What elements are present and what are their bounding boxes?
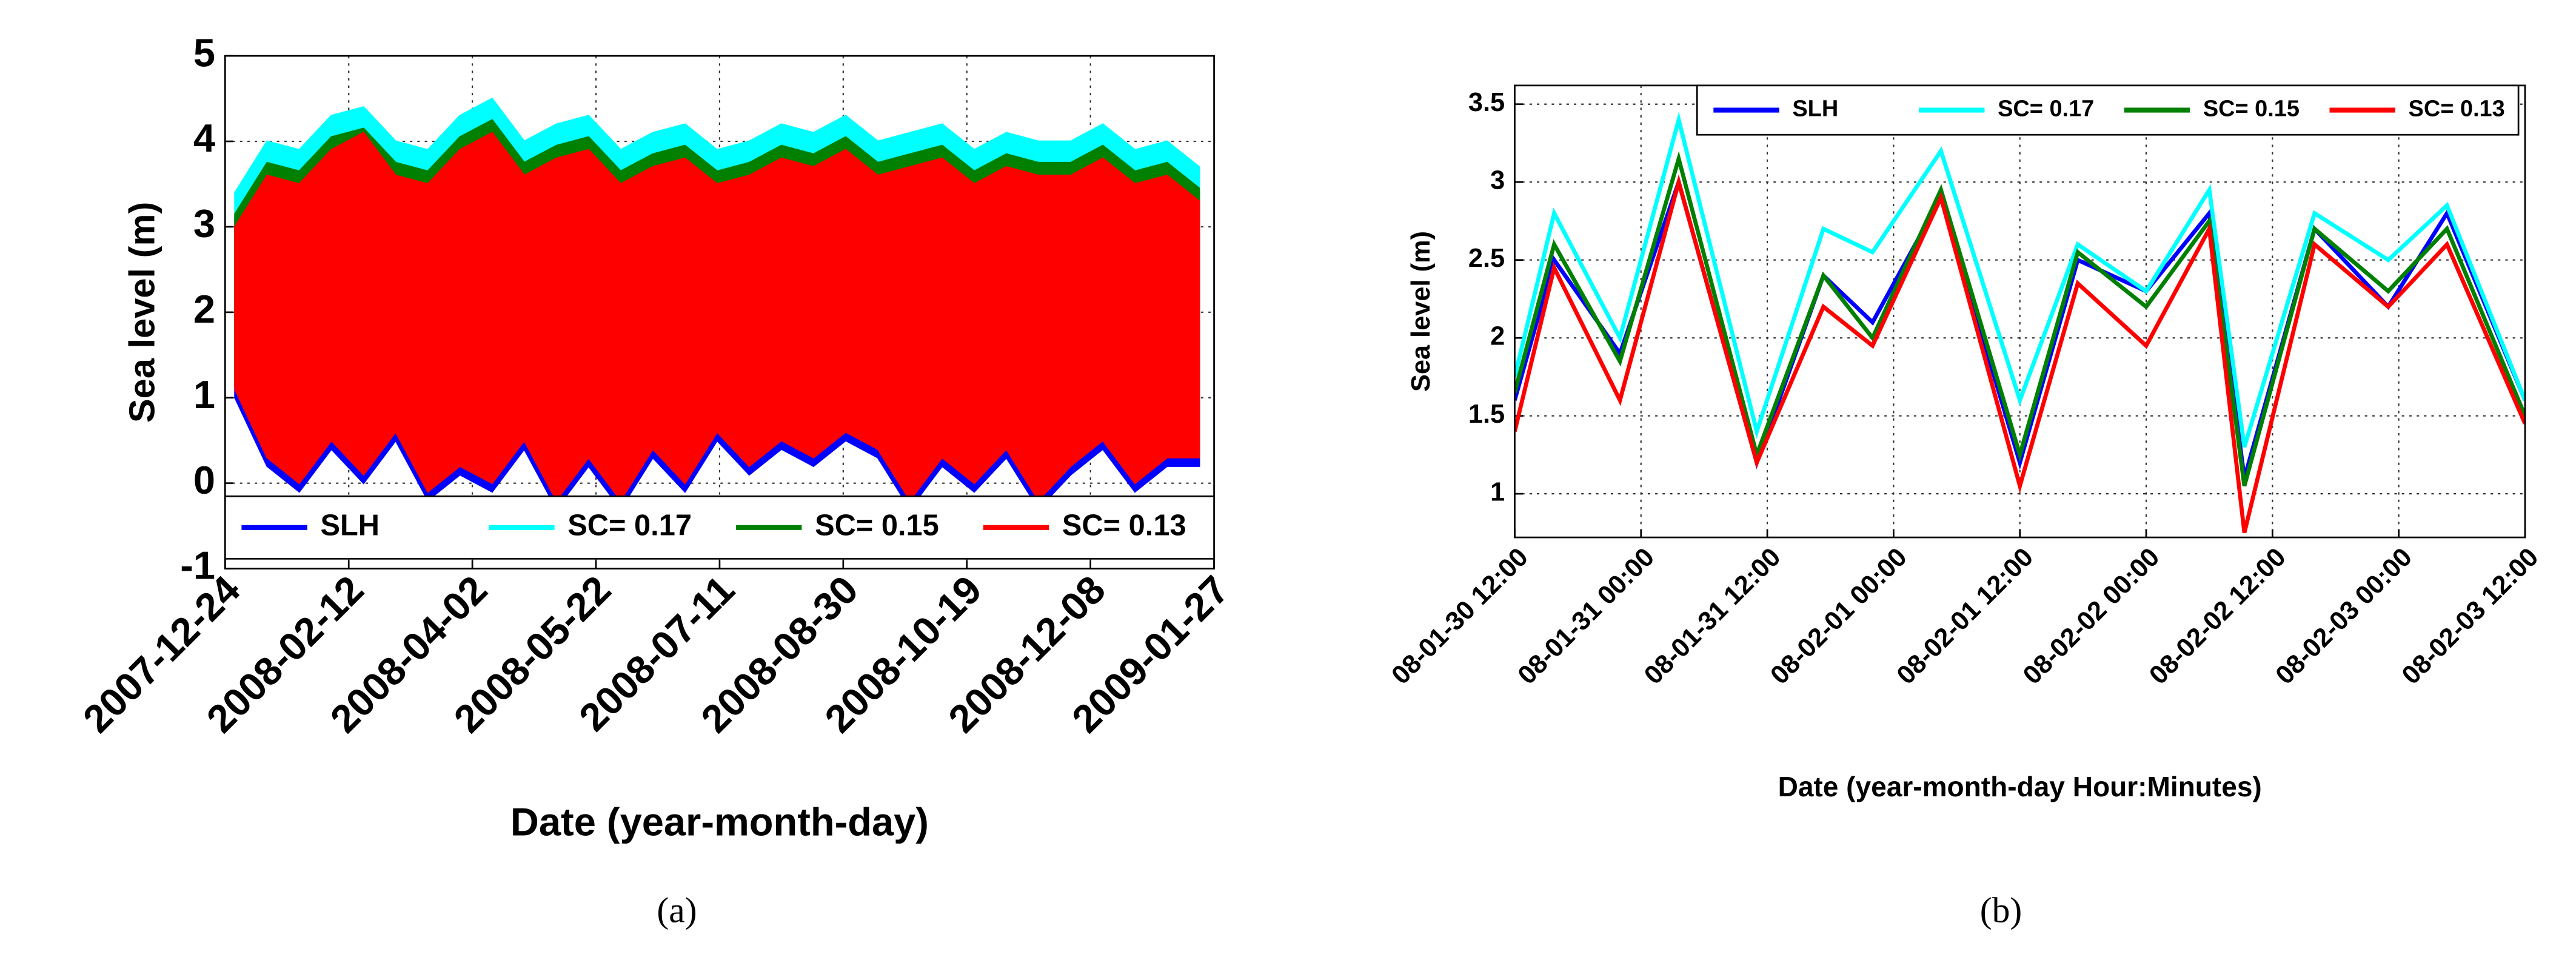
y-axis-label: Sea level (m) bbox=[121, 202, 162, 423]
line bbox=[1514, 175, 2525, 479]
y-tick-label: 2 bbox=[1490, 322, 1505, 351]
legend-label: SC= 0.17 bbox=[1998, 96, 2094, 122]
data-layer bbox=[234, 97, 1200, 511]
legend-label: SLH bbox=[320, 509, 380, 542]
x-tick-label: 08-02-01 12:00 bbox=[1892, 542, 2039, 690]
legend-label: SC= 0.13 bbox=[1062, 509, 1186, 542]
x-tick-label: 08-01-30 12:00 bbox=[1386, 542, 1534, 690]
x-axis-label: Date (year-month-day Hour:Minutes) bbox=[1778, 771, 2262, 802]
y-tick-label: -1 bbox=[180, 543, 215, 588]
x-tick-label: 08-01-31 12:00 bbox=[1639, 542, 1787, 690]
chart: -10123452007-12-242008-02-122008-04-0220… bbox=[75, 30, 1237, 930]
y-tick-label: 1.5 bbox=[1468, 400, 1505, 429]
caption: (b) bbox=[1980, 890, 2022, 930]
legend-label: SLH bbox=[1792, 96, 1838, 122]
legend-label: SC= 0.15 bbox=[2203, 96, 2300, 122]
x-tick-label: 08-02-03 12:00 bbox=[2397, 542, 2544, 690]
x-tick-label: 08-02-01 00:00 bbox=[1765, 542, 1913, 690]
line bbox=[1514, 150, 2525, 487]
x-axis-label: Date (year-month-day) bbox=[510, 799, 929, 844]
y-tick-label: 1 bbox=[1490, 478, 1505, 507]
legend-box bbox=[224, 495, 1215, 560]
band bbox=[234, 132, 1200, 502]
line bbox=[1514, 174, 2525, 534]
x-tick-label: 08-02-03 00:00 bbox=[2270, 542, 2418, 690]
x-tick-label: 08-02-02 12:00 bbox=[2144, 542, 2292, 690]
x-tick-label: 08-01-31 00:00 bbox=[1513, 542, 1661, 690]
y-tick-label: 0 bbox=[193, 458, 215, 502]
legend-label: SC= 0.15 bbox=[815, 509, 939, 542]
y-tick-label: 2 bbox=[193, 287, 215, 331]
line bbox=[1514, 111, 2525, 448]
legend-label: SC= 0.17 bbox=[567, 509, 692, 542]
y-tick-label: 4 bbox=[193, 116, 215, 160]
data-layer bbox=[1514, 111, 2525, 534]
y-tick-label: 1 bbox=[193, 372, 215, 417]
legend-label: SC= 0.13 bbox=[2409, 96, 2505, 122]
y-tick-label: 2.5 bbox=[1468, 244, 1505, 273]
y-tick-label: 5 bbox=[193, 30, 215, 75]
plot-frame bbox=[224, 55, 1215, 569]
y-tick-label: 3 bbox=[193, 201, 215, 246]
y-tick-label: 3 bbox=[1490, 166, 1505, 195]
y-axis-label: Sea level (m) bbox=[1407, 231, 1436, 392]
y-tick-label: 3.5 bbox=[1468, 88, 1505, 117]
x-tick-label: 08-02-02 00:00 bbox=[2018, 542, 2166, 690]
caption: (a) bbox=[657, 890, 697, 930]
